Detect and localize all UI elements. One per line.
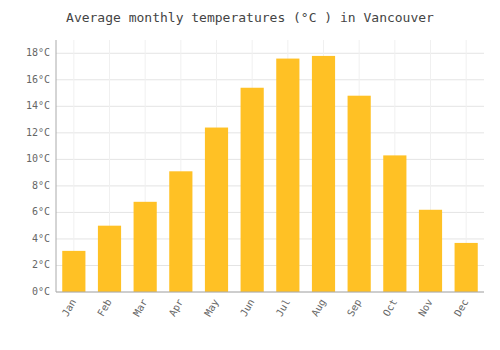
bar [241, 88, 264, 292]
x-axis-line [56, 292, 484, 293]
chart-svg: 0°C 2°C 4°C 6°C 8°C 10°C 12°C 14°C 16°C 18°C Jan Fe… [0, 0, 500, 350]
bar [169, 171, 192, 292]
x-tick-label: Oct [381, 297, 400, 318]
y-tick-label: 12°C [26, 127, 50, 138]
bar [419, 210, 442, 292]
grid-line-y [56, 53, 484, 54]
y-tick-label: 6°C [32, 206, 50, 217]
x-tick-label: Sep [345, 297, 364, 318]
x-tick-label: Jul [274, 297, 293, 318]
x-tick-label: Jun [238, 297, 257, 318]
y-axis-line [56, 40, 57, 292]
grid-line-y [56, 159, 484, 160]
grid-line-y [56, 185, 484, 186]
grid-line-y [56, 132, 484, 133]
bar [348, 96, 371, 292]
x-tick-label: Jan [60, 297, 79, 318]
bar [62, 251, 85, 292]
bars [62, 56, 478, 292]
x-tick-label: Aug [309, 297, 328, 318]
y-tick-label: 16°C [26, 74, 50, 85]
y-tick-label: 4°C [32, 233, 50, 244]
x-tick-label: Feb [95, 297, 114, 318]
bar [455, 243, 478, 292]
y-tick-label: 10°C [26, 153, 50, 164]
x-tick-label: Apr [167, 297, 186, 318]
grid-line-y [56, 292, 484, 293]
grid [56, 40, 484, 292]
x-tick-label: Nov [416, 297, 435, 318]
grid-line-y [56, 79, 484, 80]
x-tick-label: May [202, 297, 221, 318]
y-tick-label: 8°C [32, 180, 50, 191]
bar [134, 202, 157, 292]
bar [312, 56, 335, 292]
x-tick-label: Mar [131, 297, 150, 318]
chart-container: 0°C 2°C 4°C 6°C 8°C 10°C 12°C 14°C 16°C 18°C Jan Fe… [0, 0, 500, 350]
bar [276, 59, 299, 292]
y-tick-label: 18°C [26, 47, 50, 58]
y-tick-label: 14°C [26, 100, 50, 111]
x-tick-label: Dec [452, 297, 471, 318]
bar [205, 128, 228, 292]
grid-line-y [56, 106, 484, 107]
bar [383, 155, 406, 292]
bar [98, 226, 121, 292]
chart-title: Average monthly temperatures (°C ) in Va… [66, 10, 434, 25]
y-tick-label: 0°C [32, 286, 50, 297]
axes: 0°C 2°C 4°C 6°C 8°C 10°C 12°C 14°C 16°C 18°C Jan Fe… [26, 40, 484, 318]
y-tick-label: 2°C [32, 259, 50, 270]
